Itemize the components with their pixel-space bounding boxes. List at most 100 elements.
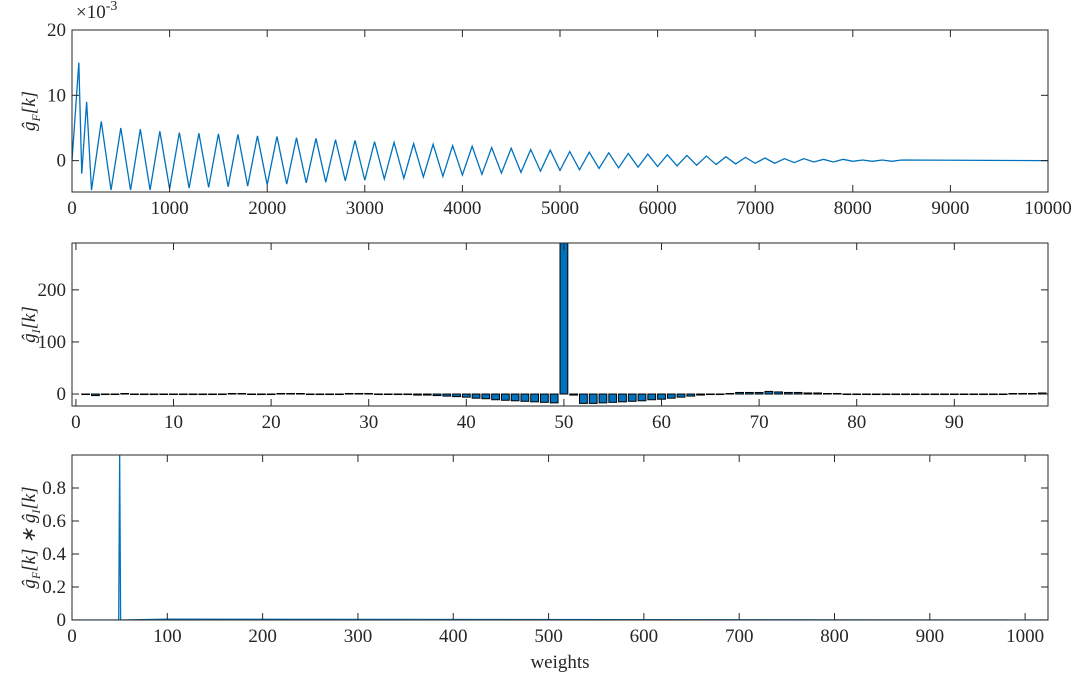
bar	[949, 393, 959, 396]
axes-frame	[71, 242, 1049, 407]
bar	[579, 393, 588, 404]
bar	[178, 393, 188, 396]
bar	[988, 393, 998, 396]
bar	[598, 393, 608, 404]
axes-frame	[71, 29, 1049, 193]
bar	[335, 393, 344, 396]
y-tick-label: 0.8	[42, 478, 66, 499]
bar	[764, 390, 774, 395]
bar	[256, 393, 266, 396]
x-tick-label: 2000	[248, 198, 286, 219]
bar	[266, 393, 276, 396]
bar	[100, 393, 110, 396]
bar	[891, 393, 901, 396]
bar	[637, 393, 647, 402]
bar	[442, 393, 452, 397]
bar	[149, 393, 159, 396]
bar	[295, 393, 305, 395]
bar	[705, 393, 715, 396]
bar	[627, 393, 637, 402]
y-axis-label: ĝF[k]	[19, 91, 43, 131]
bar	[813, 392, 823, 395]
x-tick-label: 900	[916, 626, 945, 647]
bar	[783, 391, 793, 395]
bar	[198, 393, 208, 396]
y-tick-label: 0.6	[42, 511, 66, 532]
x-tick-label: 70	[750, 412, 769, 433]
y-axis-label: ĝF[k] ∗ ĝI[k]	[19, 486, 43, 588]
x-tick-label: 100	[153, 626, 182, 647]
label-subscript: F	[29, 571, 43, 580]
x-tick-label: 0	[71, 412, 81, 433]
x-tick-label: 8000	[834, 198, 872, 219]
y-tick-label: 20	[47, 20, 66, 41]
bar	[842, 393, 852, 396]
bar	[657, 393, 666, 400]
bar	[354, 393, 364, 395]
bar	[481, 393, 491, 400]
x-axis-label: weights	[530, 652, 589, 673]
label-part: ĝ	[19, 514, 40, 524]
x-tick-label: 400	[439, 626, 468, 647]
bar	[159, 393, 169, 396]
x-tick-label: 90	[945, 412, 964, 433]
bar	[832, 393, 842, 395]
bar	[452, 393, 461, 398]
x-tick-label: 500	[534, 626, 563, 647]
bar	[315, 393, 325, 396]
label-subscript: F	[29, 114, 43, 123]
x-tick-label: 3000	[346, 198, 384, 219]
axes-frame	[71, 454, 1049, 621]
label-part: [k]	[19, 486, 40, 509]
bar	[344, 393, 354, 395]
bar	[510, 393, 520, 402]
bar	[286, 393, 296, 395]
x-tick-label: 4000	[443, 198, 481, 219]
bar	[276, 393, 286, 395]
x-tick-label: 50	[554, 412, 573, 433]
x-tick-label: 7000	[736, 198, 774, 219]
bar	[1027, 393, 1037, 395]
label-part: [k]	[19, 91, 40, 114]
bar	[325, 393, 335, 396]
x-tick-label: 9000	[931, 198, 969, 219]
bar	[471, 393, 481, 399]
x-tick-label: 5000	[541, 198, 579, 219]
y-tick-label: 0.2	[42, 577, 66, 598]
bar	[871, 393, 881, 396]
bar	[432, 393, 442, 397]
bar	[81, 393, 91, 396]
bar	[500, 393, 510, 401]
bar	[588, 393, 598, 404]
bar	[618, 393, 627, 403]
bar	[1008, 393, 1018, 395]
x-tick-label: 1000	[1006, 626, 1044, 647]
bar	[217, 393, 227, 396]
bar	[91, 393, 100, 397]
x-tick-label: 20	[262, 412, 281, 433]
bar	[725, 393, 735, 395]
bar	[608, 393, 618, 403]
bar	[979, 393, 988, 396]
x-tick-label: 700	[725, 626, 754, 647]
bar	[881, 393, 891, 396]
y-tick-label: 10	[47, 85, 66, 106]
y-tick-label: 0.4	[42, 544, 66, 565]
bar	[569, 393, 579, 396]
bar	[666, 393, 676, 399]
y-axis-label: ĝI[k]	[19, 306, 43, 343]
bar	[227, 393, 237, 395]
line	[72, 455, 1048, 620]
bar	[403, 393, 413, 396]
exponent: -3	[106, 0, 118, 14]
bar	[793, 391, 803, 395]
bar	[530, 393, 540, 403]
bar	[930, 393, 940, 396]
bar	[969, 393, 979, 396]
bar	[754, 391, 764, 395]
bar	[237, 393, 247, 395]
x-tick-label: 300	[344, 626, 373, 647]
x-tick-label: 600	[630, 626, 659, 647]
bar	[120, 393, 130, 395]
bar	[715, 393, 725, 396]
